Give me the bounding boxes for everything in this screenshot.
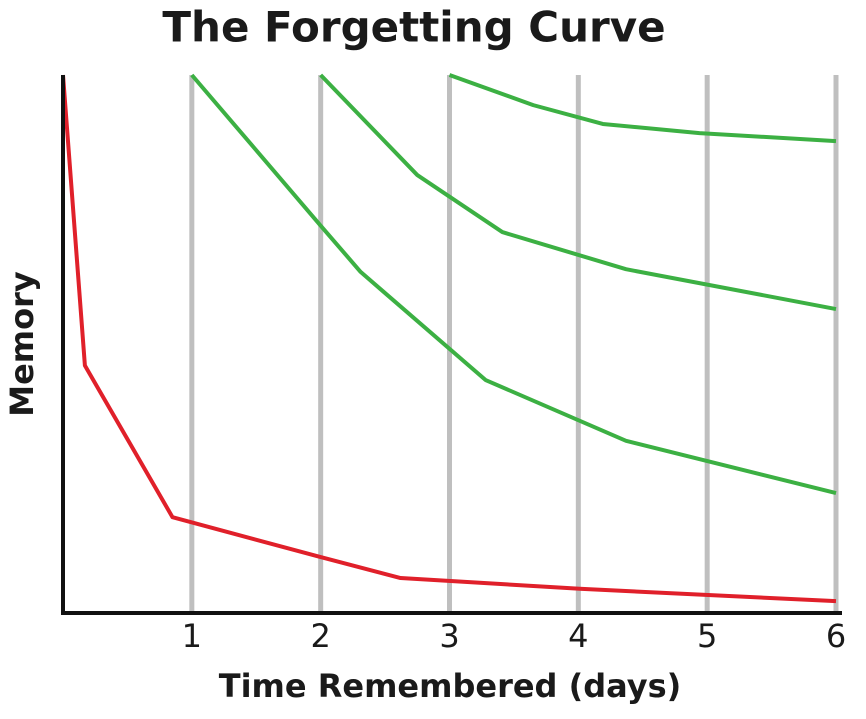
chart-title: The Forgetting Curve: [162, 3, 665, 52]
data-line: [319, 73, 837, 311]
data-line: [61, 74, 837, 604]
lines: [61, 73, 837, 604]
grid: [189, 75, 839, 613]
x-tick-label: 6: [826, 617, 846, 655]
x-tick-label: 2: [310, 617, 330, 655]
x-tick-label: 5: [697, 617, 717, 655]
data-line: [448, 73, 837, 144]
x-tick-label: 1: [182, 617, 202, 655]
y-axis-label: Memory: [3, 271, 41, 417]
data-line: [190, 73, 837, 495]
x-tick-label: 3: [439, 617, 459, 655]
x-tick-label: 4: [568, 617, 588, 655]
x-axis-label: Time Remembered (days): [219, 667, 682, 705]
